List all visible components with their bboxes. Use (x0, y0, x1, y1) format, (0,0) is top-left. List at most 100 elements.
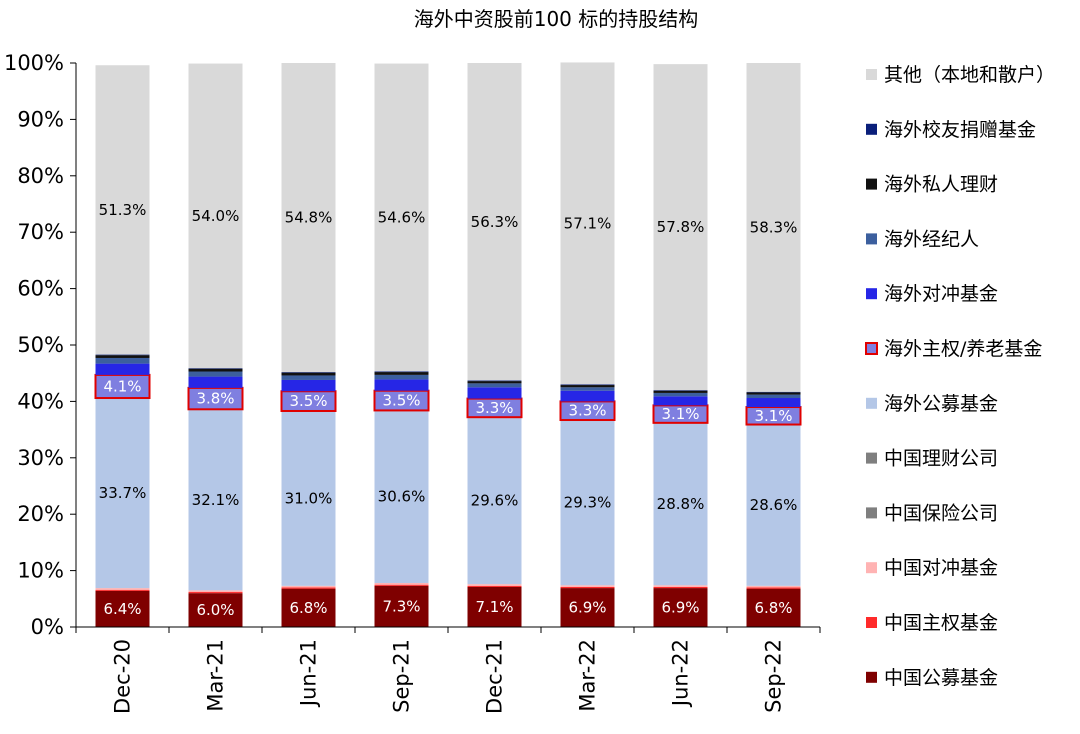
bar-segment (95, 354, 150, 356)
legend-swatch (866, 123, 877, 135)
bar-segment (95, 355, 150, 358)
legend-label: 中国理财公司 (884, 448, 998, 470)
bar-segment (746, 588, 801, 627)
bar-segment (746, 398, 801, 408)
bar-segment (560, 384, 615, 386)
y-tick-label: 90% (17, 107, 64, 131)
bar-segment (281, 588, 336, 627)
data-label: 3.1% (661, 405, 699, 423)
bar-segment (653, 422, 708, 586)
legend-swatch (866, 671, 877, 683)
x-tick-label: Sep-21 (390, 639, 414, 713)
data-label: 57.1% (564, 214, 612, 232)
bar-segment (281, 587, 336, 589)
legend-label: 海外私人理财 (884, 174, 998, 196)
data-label: 6.4% (103, 600, 141, 618)
x-tick-label: Dec-20 (111, 639, 135, 714)
bar-segment (746, 63, 801, 392)
legend: 其他（本地和散户） 海外校友捐赠基金海外私人理财海外经纪人海外对冲基金海外主权/养… (865, 64, 1055, 689)
bar-segment (188, 409, 243, 591)
legend-swatch (866, 562, 877, 574)
legend-swatch (866, 288, 877, 300)
y-tick-label: 80% (17, 164, 64, 188)
bar-segment (374, 410, 429, 584)
y-tick-label: 0% (31, 615, 64, 639)
bar-segment (560, 588, 615, 627)
bar-segment (374, 583, 429, 585)
bar-segment (188, 371, 243, 377)
data-label: 6.0% (196, 601, 234, 619)
bar-segment (653, 64, 708, 391)
data-label: 7.3% (382, 597, 420, 615)
data-label: 3.8% (196, 390, 234, 408)
legend-swatch (865, 342, 878, 355)
bar-segment (95, 589, 150, 591)
bar-segment (95, 588, 150, 590)
bar-segment (188, 592, 243, 594)
legend-label: 海外经纪人 (884, 228, 979, 250)
bar-segment (374, 374, 429, 380)
legend-swatch (866, 452, 877, 464)
bar-segment (746, 587, 801, 589)
bar-segment (374, 584, 429, 586)
bar-segment (746, 391, 801, 393)
bar-segment (560, 385, 615, 388)
bar-segment (188, 593, 243, 627)
bar-segment (374, 585, 429, 627)
bar-segment (467, 417, 522, 585)
data-label: 3.5% (382, 392, 420, 410)
x-tick-label: Mar-22 (576, 639, 600, 712)
bar-segment (95, 357, 150, 364)
bar-segment (560, 420, 615, 586)
data-label: 6.8% (754, 599, 792, 617)
legend-swatch (866, 507, 877, 519)
bar-segment (653, 586, 708, 589)
data-label: 54.0% (192, 207, 240, 225)
bar-segment (653, 396, 708, 406)
data-label: 6.8% (289, 599, 327, 617)
data-label: 29.3% (564, 494, 612, 512)
y-tick-label: 30% (17, 446, 64, 470)
bar-segment (374, 63, 429, 372)
bar-segment (467, 586, 522, 627)
bar-segment (188, 376, 243, 388)
x-tick-label: Mar-21 (204, 639, 228, 712)
x-tick-label: Jun-21 (297, 639, 321, 708)
bar-segment (653, 392, 708, 397)
x-axis: Dec-20 Mar-21 Jun-21 Sep-21 Dec-21 Mar-22 Jun-… (75, 626, 821, 714)
data-label: 29.6% (471, 492, 519, 510)
data-label: 56.3% (471, 213, 519, 231)
bar-segment (281, 379, 336, 392)
legend-label: 海外公募基金 (884, 393, 998, 415)
bar-segment (374, 371, 429, 373)
bar-segment (374, 379, 429, 391)
bar-segment (281, 372, 336, 373)
legend-swatch (866, 617, 877, 628)
bar-segment (745, 406, 802, 426)
y-tick-label: 10% (17, 559, 64, 583)
bar-segment (281, 410, 336, 586)
bar-segment (467, 63, 522, 381)
chart-title: 海外中资股前100 标的持股结构 (414, 7, 699, 31)
bar-segment (653, 585, 708, 587)
bar-segment (560, 585, 615, 587)
bar-segment (467, 387, 522, 399)
bar-segment (653, 390, 708, 393)
data-label: 28.8% (657, 495, 705, 513)
data-label: 54.6% (378, 209, 426, 227)
bar-segment (746, 394, 801, 399)
bar-segment (188, 63, 243, 369)
bar-segment (467, 380, 522, 382)
data-label: 3.5% (289, 392, 327, 410)
bar-segment (467, 383, 522, 388)
bar-segment (95, 363, 150, 375)
bar-segment (281, 372, 336, 376)
bar-segment (281, 375, 336, 380)
legend-swatch (866, 233, 877, 245)
data-label: 31.0% (285, 489, 333, 507)
bar-segment (746, 424, 801, 586)
bars: 6.4% 33.7% 4.1% 51.3% 6.0% 32.1% 3.8% 54.0% 6.8%… (94, 62, 802, 627)
data-label: 28.6% (750, 496, 798, 514)
x-tick-label: Sep-22 (762, 639, 786, 713)
legend-swatch (866, 69, 877, 80)
